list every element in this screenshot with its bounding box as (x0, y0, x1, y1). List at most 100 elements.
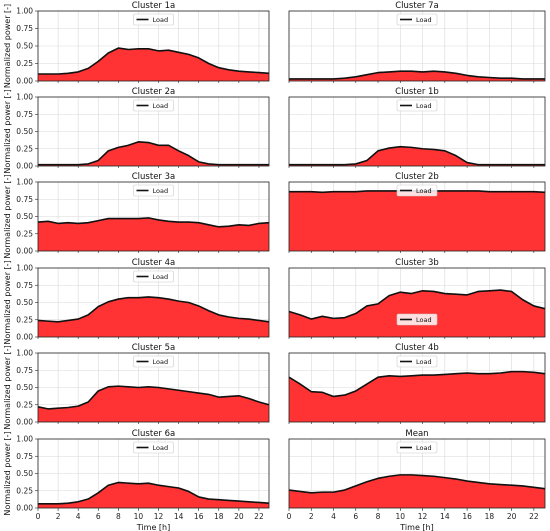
legend-label: Load (153, 358, 169, 366)
legend-box (396, 441, 438, 454)
load-area (38, 217, 269, 251)
legend-label: Load (153, 187, 169, 195)
legend: Load (133, 99, 174, 112)
y-tick: 0.75 (16, 110, 38, 119)
y-tick-label: 0.50 (16, 383, 33, 392)
legend: Load (396, 355, 438, 368)
panel-title: Cluster 2b (395, 172, 439, 182)
x-tick-label: 6 (353, 512, 358, 521)
y-tick: 0.00 (16, 504, 38, 513)
x-tick: 22 (529, 508, 539, 521)
legend-label: Load (416, 102, 432, 110)
y-tick: 0.25 (16, 144, 38, 153)
legend-label: Load (416, 316, 432, 324)
load-area (289, 290, 545, 337)
y-axis-label: Normalized power [-] (3, 174, 12, 258)
y-tick-label: 0.25 (16, 315, 33, 324)
panel-title: Cluster 6a (132, 429, 176, 439)
y-tick-label: 0.50 (16, 469, 33, 478)
x-tick: 0 (36, 508, 41, 521)
x-tick: 10 (134, 508, 143, 521)
panel-cluster-3b: Cluster 3b Load (288, 258, 546, 339)
x-tick-label: 22 (254, 512, 264, 521)
x-tick-label: 4 (76, 512, 81, 521)
legend-box (396, 355, 438, 368)
y-tick-label: 0.25 (16, 229, 33, 238)
load-area (289, 71, 545, 81)
x-tick: 6 (96, 508, 101, 521)
y-tick-label: 0.00 (16, 247, 33, 256)
y-tick: 0.00 (16, 247, 38, 256)
x-tick: 12 (154, 508, 164, 521)
y-tick-label: 0.00 (16, 77, 33, 86)
y-tick-label: 0.50 (16, 42, 33, 51)
x-tick-label: 8 (376, 512, 381, 521)
x-tick-label: 12 (154, 512, 164, 521)
panel-cluster-4b: Cluster 4b Load (288, 343, 546, 424)
x-tick-label: 14 (440, 512, 450, 521)
axes-frame (288, 438, 546, 509)
legend-box (133, 270, 174, 283)
y-tick-label: 0.00 (16, 418, 33, 427)
load-line (288, 370, 546, 398)
load-line (38, 481, 270, 505)
y-tick: 1.00 (16, 349, 38, 358)
y-tick-label: 1.00 (16, 178, 33, 187)
legend-box (133, 13, 174, 26)
x-tick: 20 (507, 508, 517, 521)
y-axis-label: Normalized power [-] (3, 345, 12, 429)
legend-label: Load (153, 16, 169, 24)
x-tick-label: 18 (485, 512, 495, 521)
y-tick: 0.50 (16, 298, 38, 307)
panel-cluster-2b: Cluster 2b Load (288, 172, 546, 253)
load-line (289, 70, 545, 80)
y-tick-label: 0.75 (16, 366, 33, 375)
legend: Load (396, 184, 438, 197)
x-tick: 22 (254, 508, 264, 521)
x-tick-label: 14 (174, 512, 184, 521)
x-tick: 18 (214, 508, 224, 521)
x-tick: 4 (76, 508, 81, 521)
legend: Load (133, 13, 174, 26)
x-tick-label: 4 (331, 512, 336, 521)
x-tick: 10 (396, 508, 405, 521)
x-tick-label: 6 (96, 512, 101, 521)
y-tick-label: 1.00 (16, 264, 33, 273)
y-tick-label: 0.75 (16, 110, 33, 119)
y-tick: 0.25 (16, 59, 38, 68)
panel-title: Cluster 4a (132, 258, 176, 268)
y-tick-label: 0.50 (16, 127, 33, 136)
y-tick: 1.00 (16, 264, 38, 273)
panel-title: Cluster 1a (132, 1, 176, 11)
y-tick-label: 0.25 (16, 486, 33, 495)
load-line (37, 385, 270, 410)
panel-mean: 0 2 4 6 8 10 12 14 16 18 20 22 Mean Time [h] Load (287, 429, 546, 531)
panel-title: Cluster 2a (132, 87, 176, 97)
y-tick: 1.00 (16, 93, 38, 102)
y-tick: 0.25 (16, 315, 38, 324)
load-line (38, 47, 270, 75)
load-area (38, 48, 269, 81)
axes-frame (288, 96, 546, 167)
y-tick-label: 0.50 (16, 298, 33, 307)
x-tick-label: 2 (309, 512, 314, 521)
load-area (289, 371, 545, 422)
load-area (289, 190, 545, 251)
y-tick-label: 0.00 (16, 162, 33, 171)
y-tick-label: 0.75 (16, 24, 33, 33)
y-tick-label: 1.00 (16, 93, 33, 102)
load-area (289, 146, 545, 166)
legend-box (133, 99, 174, 112)
y-tick: 0.75 (16, 366, 38, 375)
y-tick: 0.25 (16, 486, 38, 495)
panel-title: Cluster 1b (395, 87, 439, 97)
x-tick: 8 (116, 508, 121, 521)
x-axis-label: Time [h] (399, 523, 433, 531)
legend: Load (396, 313, 438, 326)
x-tick: 12 (418, 508, 428, 521)
y-tick: 0.25 (16, 400, 38, 409)
y-tick: 0.50 (16, 42, 38, 51)
y-tick: 0.75 (16, 452, 38, 461)
y-tick: 0.75 (16, 281, 38, 290)
y-tick-label: 0.00 (16, 333, 33, 342)
